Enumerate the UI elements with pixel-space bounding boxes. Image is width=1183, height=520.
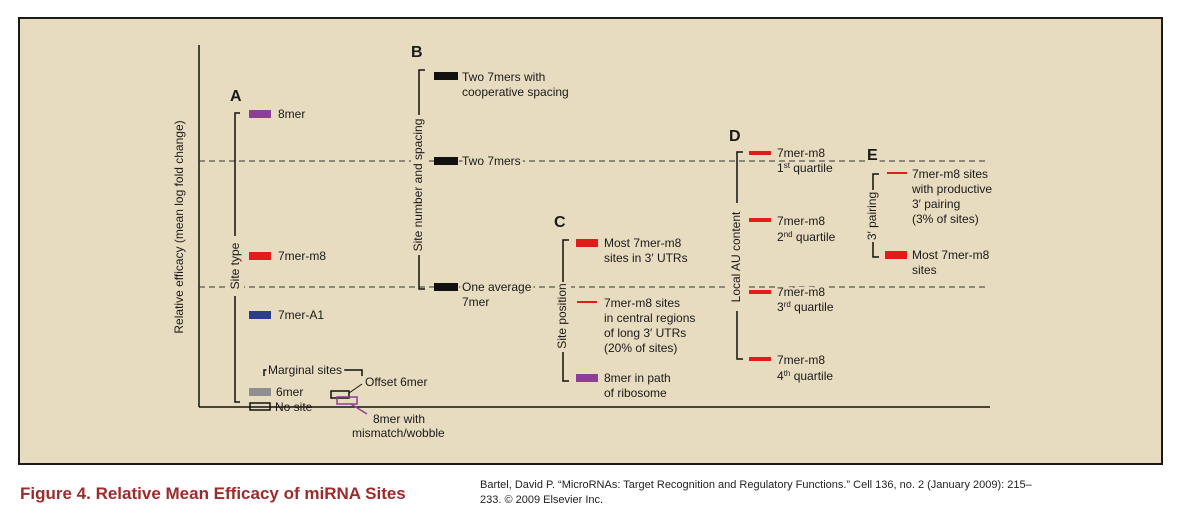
offset-6mer-leader [348,383,363,394]
label-central-regions-line4: (20% of sites) [604,341,677,355]
marker-quartile-2 [749,218,771,222]
label-most-7mer-m8-utr-line2: sites in 3′ UTRs [604,251,688,265]
label-one-average-7mer-line2: 7mer [462,295,489,309]
marker-offset-6mer [330,390,350,399]
panel-a-letter: A [230,88,242,105]
label-productive-pairing-line4: (3% of sites) [912,212,979,226]
label-central-regions-line1: 7mer-m8 sites [604,296,680,310]
label-quartile-2-name: 7mer-m8 [777,214,825,228]
label-8mer-ribosome-line1: 8mer in path [604,371,671,385]
marker-quartile-3 [749,290,771,294]
label-two-7mers-cooperative-line1: Two 7mers with [462,70,545,84]
marker-7mer-m8 [249,252,271,260]
label-quartile-3-name: 7mer-m8 [777,285,825,299]
panel-b-letter: B [411,44,423,61]
marker-two-7mers-cooperative [434,72,458,80]
panel-d: D Local AU content 7mer-m8 1st quartile … [729,128,836,383]
marginal-sites-bracket [263,369,363,376]
label-most-7mer-m8-sites-line1: Most 7mer-m8 [912,248,990,262]
marker-7mer-a1 [249,311,271,319]
panel-d-letter: D [729,128,741,145]
label-6mer: 6mer [276,385,303,399]
label-8mer-ribosome-line2: of ribosome [604,386,667,400]
label-central-regions-line2: in central regions [604,311,695,325]
label-central-regions-line3: of long 3′ UTRs [604,326,686,340]
label-quartile-2: 2nd quartile [777,230,836,244]
label-8mer-mismatch-line1: 8mer with [373,412,425,426]
label-quartile-3: 3rd quartile [777,300,834,314]
y-axis-label: Relative efficacy (mean log fold change) [172,120,186,333]
label-no-site: No site [275,400,313,414]
marginal-sites-label: Marginal sites [268,363,342,377]
label-productive-pairing-line2: with productive [911,182,992,196]
marker-one-average-7mer [434,283,458,291]
panel-c: C Site position Most 7mer-m8 sites in 3′… [554,214,695,400]
figure-caption: Figure 4. Relative Mean Efficacy of miRN… [20,484,406,503]
panel-a-group-label: Site type [228,242,242,289]
label-most-7mer-m8-utr-line1: Most 7mer-m8 [604,236,682,250]
marker-most-7mer-m8-sites [885,251,907,259]
mismatch-leader [350,403,368,415]
label-7mer-a1: 7mer-A1 [278,308,324,322]
marker-quartile-1 [749,151,771,155]
figure-citation: Bartel, David P. “MicroRNAs: Target Reco… [480,479,1032,506]
marker-8mer-mismatch [336,396,358,405]
label-one-average-7mer-line1: One average [462,280,532,294]
label-offset-6mer: Offset 6mer [365,375,427,389]
panel-e-group-label: 3′ pairing [865,192,879,240]
label-8mer-mismatch-line2: mismatch/wobble [352,426,445,440]
marker-no-site [249,402,271,411]
panel-b-group-label: Site number and spacing [411,119,425,252]
marker-8mer-ribosome [576,374,598,382]
label-two-7mers: Two 7mers [462,154,521,168]
label-7mer-m8: 7mer-m8 [278,249,326,263]
label-quartile-1: 1st quartile [777,161,833,175]
marker-most-7mer-m8-utr [576,239,598,247]
marker-quartile-4 [749,357,771,361]
label-quartile-1-name: 7mer-m8 [777,146,825,160]
label-8mer: 8mer [278,107,305,121]
marker-central-regions [577,301,597,303]
marker-two-7mers [434,157,458,165]
panel-b: B Site number and spacing Two 7mers with… [411,44,569,309]
panel-e-letter: E [867,147,878,164]
panel-c-letter: C [554,214,566,231]
label-most-7mer-m8-sites-line2: sites [912,263,937,277]
label-quartile-4: 4th quartile [777,369,833,383]
label-productive-pairing-line1: 7mer-m8 sites [912,167,988,181]
marker-8mer [249,110,271,118]
marker-6mer [249,388,271,396]
marker-productive-pairing [887,172,907,174]
panel-c-group-label: Site position [555,283,569,348]
label-productive-pairing-line3: 3′ pairing [912,197,960,211]
label-quartile-4-name: 7mer-m8 [777,353,825,367]
panel-d-group-label: Local AU content [729,211,743,302]
panel-a: A Site type 8mer 7mer-m8 7mer-A1 Margina… [226,88,445,440]
panel-e: E 3′ pairing 7mer-m8 sites with producti… [865,145,993,278]
label-two-7mers-cooperative-line2: cooperative spacing [462,85,569,99]
